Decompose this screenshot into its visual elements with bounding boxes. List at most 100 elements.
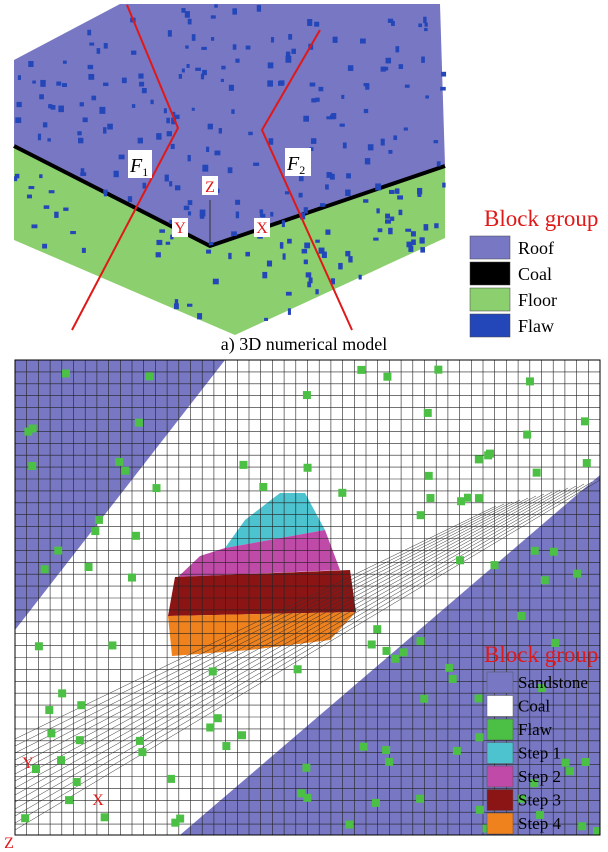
flaw xyxy=(245,252,250,257)
flaw xyxy=(236,212,239,219)
flaw xyxy=(213,279,219,285)
axis-label: Z xyxy=(205,179,215,196)
flaw xyxy=(475,694,483,702)
flaw xyxy=(169,181,172,186)
flaw xyxy=(82,248,86,253)
flaw xyxy=(294,665,302,673)
flaw xyxy=(306,272,312,277)
axis-label: Z xyxy=(4,835,14,852)
flaw xyxy=(303,391,311,399)
flaw xyxy=(388,228,392,234)
fault-letter: F xyxy=(286,153,300,175)
flaw xyxy=(211,15,216,18)
caption: a) 3D numerical model xyxy=(221,334,387,355)
flaw xyxy=(128,196,132,202)
flaw xyxy=(343,142,347,148)
flaw xyxy=(24,428,32,436)
flaw xyxy=(262,272,267,278)
flaw xyxy=(168,30,172,37)
flaw xyxy=(411,239,416,245)
flaw xyxy=(372,799,380,807)
flaw xyxy=(322,252,327,258)
flaw xyxy=(270,212,273,217)
flaw xyxy=(187,304,192,307)
flaw xyxy=(416,795,424,803)
flaw xyxy=(268,62,274,68)
flaw xyxy=(373,625,381,633)
flaw xyxy=(209,242,213,245)
step-3 xyxy=(168,570,356,616)
flaw xyxy=(138,73,143,78)
flaw xyxy=(437,161,441,166)
flaw xyxy=(424,409,432,417)
legend-title: Block group xyxy=(484,642,598,667)
flaw xyxy=(27,195,32,199)
flaw xyxy=(195,68,201,71)
flaw xyxy=(315,98,319,102)
flaw xyxy=(389,190,395,194)
flaw xyxy=(345,190,350,196)
legend-label: Coal xyxy=(518,264,552,284)
flaw xyxy=(420,247,425,252)
flaw xyxy=(376,208,379,213)
flaw xyxy=(63,61,67,64)
flaw xyxy=(214,714,222,722)
flaw xyxy=(333,37,338,43)
flaw xyxy=(417,192,421,197)
flaw xyxy=(381,139,385,146)
flaw xyxy=(304,260,308,265)
flaw xyxy=(325,184,329,189)
flaw xyxy=(91,527,99,535)
flaw xyxy=(578,822,586,830)
flaw xyxy=(391,21,395,26)
flaw xyxy=(259,483,267,491)
legend-label: Floor xyxy=(518,290,557,310)
flaw xyxy=(357,366,365,374)
flaw xyxy=(385,214,390,219)
flaw xyxy=(18,75,21,80)
flaw xyxy=(434,140,438,143)
flaw xyxy=(136,737,144,745)
flaw xyxy=(360,39,366,44)
flaw xyxy=(386,58,392,64)
flaw xyxy=(206,250,211,254)
flaw xyxy=(267,261,272,267)
flaw xyxy=(311,138,316,144)
flaw xyxy=(395,46,399,52)
flaw xyxy=(326,116,332,119)
flaw xyxy=(101,813,109,821)
flaw xyxy=(345,251,350,256)
flaw xyxy=(42,244,47,249)
flaw xyxy=(399,210,403,215)
legend-swatch xyxy=(470,288,510,311)
flaw xyxy=(231,231,237,236)
flaw xyxy=(156,252,161,257)
flaw xyxy=(304,243,310,249)
flaw xyxy=(331,113,336,119)
flaw xyxy=(475,733,483,741)
flaw xyxy=(175,299,178,304)
flaw xyxy=(188,155,191,161)
flaw xyxy=(58,689,66,697)
flaw xyxy=(246,46,251,50)
flaw xyxy=(405,85,410,88)
flaw xyxy=(408,246,413,252)
legend-swatch xyxy=(487,696,513,717)
flaw xyxy=(209,667,217,675)
flaw xyxy=(40,80,45,87)
flaw xyxy=(45,706,53,714)
flaw xyxy=(476,806,484,814)
flaw xyxy=(453,747,461,755)
flaw xyxy=(175,185,180,190)
flaw xyxy=(573,570,581,578)
flaw xyxy=(381,67,386,72)
flaw xyxy=(441,72,446,77)
flaw xyxy=(418,23,422,27)
flaw xyxy=(41,565,49,573)
flaw xyxy=(228,253,231,259)
flaw xyxy=(131,51,136,55)
flaw xyxy=(188,19,192,25)
flaw xyxy=(382,746,390,754)
flaw xyxy=(365,158,370,164)
flaw xyxy=(179,74,182,79)
